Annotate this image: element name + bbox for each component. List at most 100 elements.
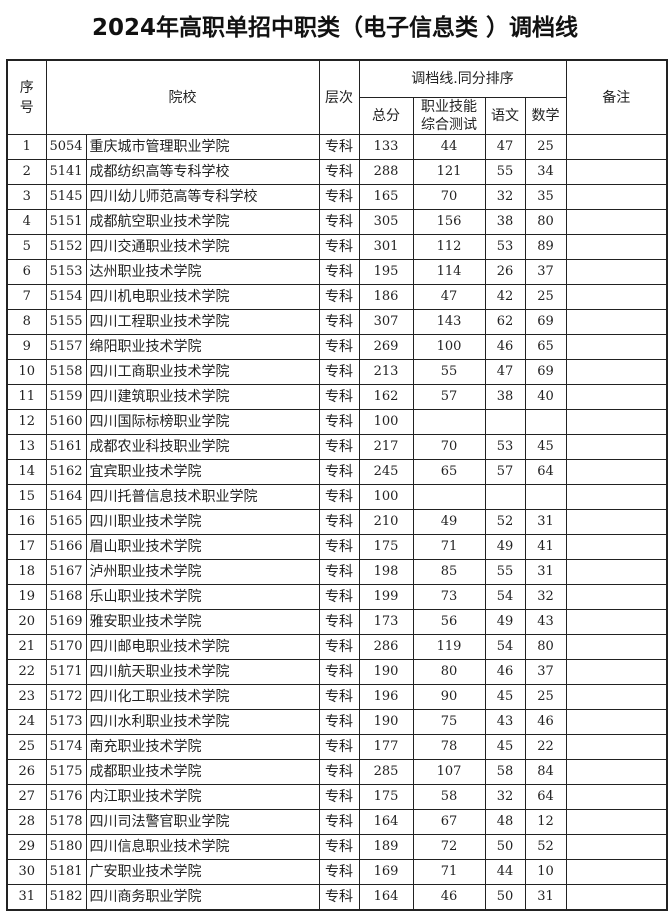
- total-score: 307: [358, 309, 414, 335]
- school-code: 5171: [45, 659, 87, 685]
- school-code: 5154: [45, 284, 87, 310]
- chinese-score: 26: [484, 259, 526, 285]
- math-score: 64: [524, 459, 567, 485]
- school-level: 专科: [318, 734, 360, 760]
- remark: [565, 534, 668, 560]
- row-seq: 20: [6, 609, 47, 635]
- school-name: 广安职业技术学院: [85, 859, 320, 885]
- math-score: 25: [524, 134, 567, 160]
- remark: [565, 309, 668, 335]
- row-seq: 9: [6, 334, 47, 360]
- school-level: 专科: [318, 409, 360, 435]
- school-level: 专科: [318, 559, 360, 585]
- math-score: 80: [524, 209, 567, 235]
- vocational-score: [412, 484, 486, 510]
- total-score: 195: [358, 259, 414, 285]
- row-seq: 10: [6, 359, 47, 385]
- school-name: 绵阳职业技术学院: [85, 334, 320, 360]
- table-row: 17 5166 眉山职业技术学院 专科 175 71 49 41: [6, 534, 668, 560]
- total-score: 210: [358, 509, 414, 535]
- vocational-score: 156: [412, 209, 486, 235]
- remark: [565, 459, 668, 485]
- chinese-score: 44: [484, 859, 526, 885]
- table-row: 16 5165 四川职业技术学院 专科 210 49 52 31: [6, 509, 668, 535]
- chinese-score: 50: [484, 884, 526, 911]
- vocational-score: 46: [412, 884, 486, 911]
- table-row: 19 5168 乐山职业技术学院 专科 199 73 54 32: [6, 584, 668, 610]
- total-score: 190: [358, 659, 414, 685]
- remark: [565, 334, 668, 360]
- total-score: 285: [358, 759, 414, 785]
- row-seq: 18: [6, 559, 47, 585]
- school-code: 5145: [45, 184, 87, 210]
- row-seq: 25: [6, 734, 47, 760]
- total-score: 169: [358, 859, 414, 885]
- vocational-score: 121: [412, 159, 486, 185]
- header-score-group: 调档线.同分排序: [358, 59, 567, 98]
- chinese-score: 53: [484, 234, 526, 260]
- total-score: 196: [358, 684, 414, 710]
- table-row: 29 5180 四川信息职业技术学院 专科 189 72 50 52: [6, 834, 668, 860]
- table-row: 7 5154 四川机电职业技术学院 专科 186 47 42 25: [6, 284, 668, 310]
- school-code: 5180: [45, 834, 87, 860]
- header-level: 层次: [318, 59, 360, 135]
- chinese-score: 58: [484, 759, 526, 785]
- school-name: 四川司法警官职业学院: [85, 809, 320, 835]
- remark: [565, 834, 668, 860]
- total-score: 288: [358, 159, 414, 185]
- math-score: 31: [524, 509, 567, 535]
- chinese-score: 50: [484, 834, 526, 860]
- total-score: 100: [358, 484, 414, 510]
- table-row: 24 5173 四川水利职业技术学院 专科 190 75 43 46: [6, 709, 668, 735]
- header-math: 数学: [524, 97, 567, 135]
- school-name: 宜宾职业技术学院: [85, 459, 320, 485]
- chinese-score: 53: [484, 434, 526, 460]
- total-score: 189: [358, 834, 414, 860]
- school-code: 5054: [45, 134, 87, 160]
- vocational-score: 114: [412, 259, 486, 285]
- math-score: 25: [524, 684, 567, 710]
- vocational-score: 72: [412, 834, 486, 860]
- math-score: 45: [524, 434, 567, 460]
- school-code: 5160: [45, 409, 87, 435]
- school-code: 5151: [45, 209, 87, 235]
- vocational-score: 55: [412, 359, 486, 385]
- row-seq: 8: [6, 309, 47, 335]
- table-row: 12 5160 四川国际标榜职业学院 专科 100: [6, 409, 668, 435]
- header-seq: 序号: [6, 59, 47, 135]
- vocational-score: 44: [412, 134, 486, 160]
- row-seq: 3: [6, 184, 47, 210]
- school-level: 专科: [318, 634, 360, 660]
- school-code: 5169: [45, 609, 87, 635]
- row-seq: 13: [6, 434, 47, 460]
- remark: [565, 809, 668, 835]
- remark: [565, 359, 668, 385]
- admission-score-table: 序号 院校 层次 调档线.同分排序 备注 总分 职业技能综合测试 语文 数学 1…: [6, 59, 668, 911]
- total-score: 217: [358, 434, 414, 460]
- math-score: 40: [524, 384, 567, 410]
- total-score: 162: [358, 384, 414, 410]
- math-score: 12: [524, 809, 567, 835]
- remark: [565, 784, 668, 810]
- math-score: 46: [524, 709, 567, 735]
- chinese-score: 32: [484, 184, 526, 210]
- row-seq: 30: [6, 859, 47, 885]
- school-name: 乐山职业技术学院: [85, 584, 320, 610]
- math-score: 35: [524, 184, 567, 210]
- table-row: 2 5141 成都纺织高等专科学校 专科 288 121 55 34: [6, 159, 668, 185]
- school-name: 四川交通职业技术学院: [85, 234, 320, 260]
- remark: [565, 684, 668, 710]
- school-name: 四川职业技术学院: [85, 509, 320, 535]
- school-name: 成都职业技术学院: [85, 759, 320, 785]
- remark: [565, 609, 668, 635]
- vocational-score: 67: [412, 809, 486, 835]
- total-score: 173: [358, 609, 414, 635]
- vocational-score: 78: [412, 734, 486, 760]
- vocational-score: 75: [412, 709, 486, 735]
- header-school: 院校: [45, 59, 320, 135]
- math-score: [524, 484, 567, 510]
- school-level: 专科: [318, 134, 360, 160]
- page-title: 2024年高职单招中职类（电子信息类 ）调档线: [91, 15, 579, 41]
- vocational-score: 70: [412, 184, 486, 210]
- remark: [565, 284, 668, 310]
